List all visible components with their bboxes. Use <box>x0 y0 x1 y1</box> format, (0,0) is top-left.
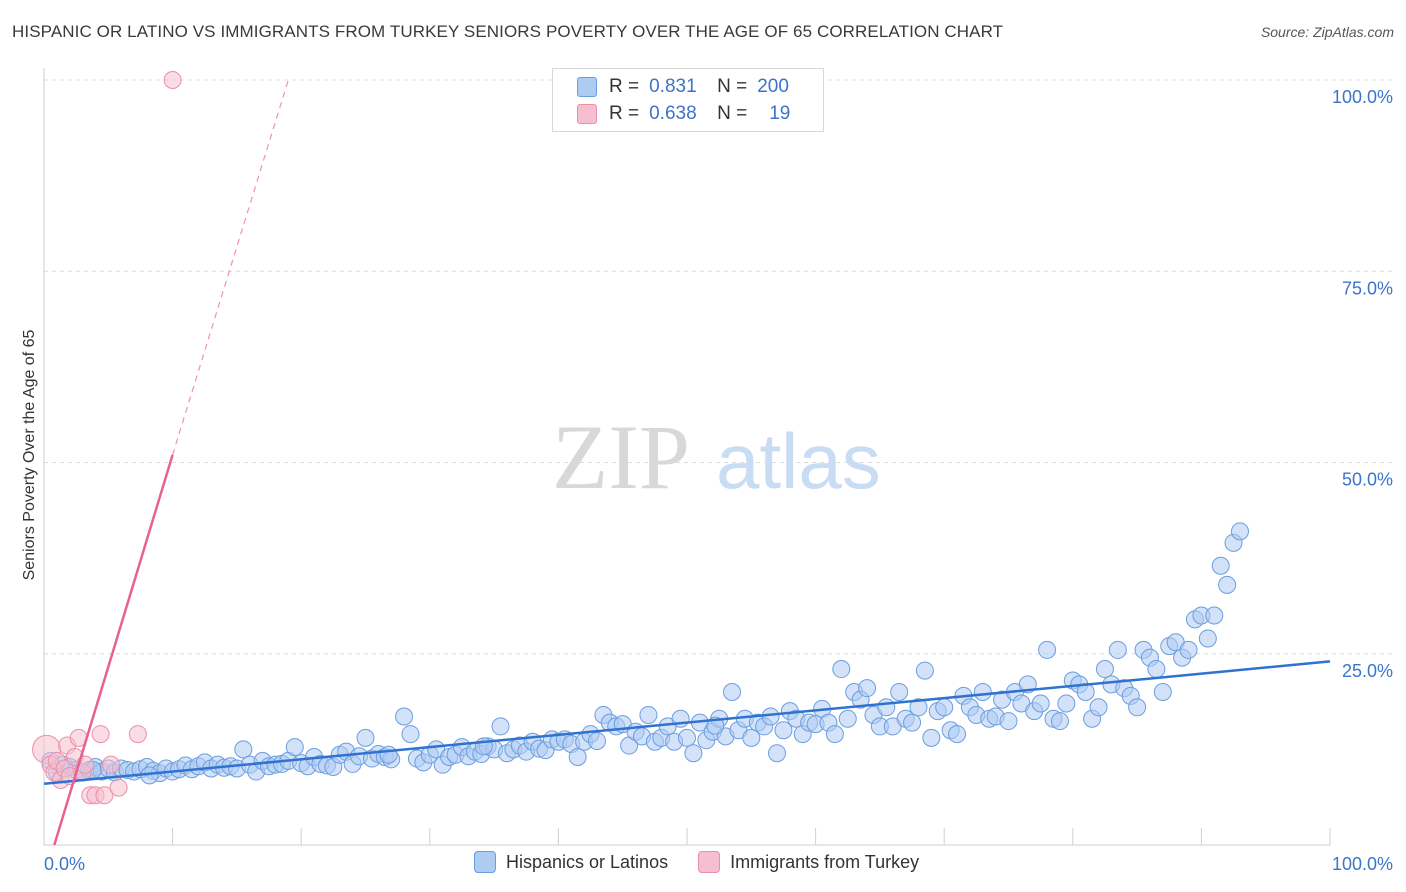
point-hispanics <box>1205 606 1224 625</box>
point-hispanics <box>1218 575 1237 594</box>
trend-line-hispanics <box>43 660 1331 786</box>
point-turkey <box>95 786 114 805</box>
point-turkey <box>101 755 120 774</box>
point-hispanics <box>1211 556 1230 575</box>
point-hispanics <box>1038 640 1057 659</box>
trend-lines <box>43 79 1331 846</box>
point-hispanics <box>915 661 934 680</box>
point-hispanics <box>285 738 304 757</box>
point-hispanics <box>774 721 793 740</box>
y-tick-label: 50.0% <box>1342 470 1393 490</box>
point-turkey <box>163 71 182 89</box>
legend-n-label: N = <box>717 76 748 97</box>
watermark: ZIP atlas <box>552 406 881 508</box>
watermark-atlas: atlas <box>716 417 881 505</box>
point-hispanics <box>678 728 696 747</box>
point-hispanics <box>973 683 992 701</box>
x-tick-label: 0.0% <box>44 854 85 874</box>
point-hispanics <box>379 745 398 764</box>
point-hispanics <box>684 744 703 763</box>
point-hispanics <box>999 712 1018 731</box>
point-hispanics <box>1147 660 1166 679</box>
legend-label-hispanics: Hispanics or Latinos <box>506 851 669 872</box>
legend-n-value: 200 <box>757 76 789 97</box>
legend-r-label: R = <box>609 103 640 124</box>
legend-label-turkey: Immigrants from Turkey <box>730 851 920 872</box>
point-hispanics <box>568 748 587 767</box>
legend-n-label: N = <box>717 103 748 124</box>
legend-swatch-blue <box>474 851 496 873</box>
point-hispanics <box>825 725 844 744</box>
legend-row-turkey: R = 0.638 N = 19 <box>577 102 790 126</box>
point-hispanics <box>234 740 253 759</box>
point-turkey <box>109 778 128 797</box>
point-hispanics <box>1050 712 1069 731</box>
point-hispanics <box>1057 694 1076 713</box>
point-hispanics <box>1198 629 1217 648</box>
point-turkey <box>91 725 110 744</box>
point-hispanics <box>1153 683 1172 701</box>
trend-line-turkey <box>53 454 174 846</box>
legend-swatch-pink <box>577 104 597 124</box>
grid <box>44 79 1392 655</box>
point-hispanics <box>1128 698 1147 717</box>
point-hispanics <box>1179 640 1198 659</box>
legend-n-value: 19 <box>769 103 791 124</box>
legend-r-value: 0.831 <box>649 76 697 97</box>
series-legend: Hispanics or Latinos Immigrants from Tur… <box>474 851 949 873</box>
point-hispanics <box>935 698 954 717</box>
legend-swatch-blue <box>577 77 597 97</box>
point-hispanics <box>742 728 761 747</box>
legend-swatch-pink <box>698 851 721 873</box>
point-hispanics <box>1089 698 1108 717</box>
point-hispanics <box>838 709 857 728</box>
point-hispanics <box>639 705 658 724</box>
stats-legend: R = 0.831 N = 200 R = 0.638 N = 19 <box>552 68 824 132</box>
legend-r-label: R = <box>609 76 640 97</box>
y-tick-label: 75.0% <box>1342 278 1393 298</box>
legend-row-hispanics: R = 0.831 N = 200 <box>577 75 789 99</box>
point-hispanics <box>1230 522 1249 541</box>
point-hispanics <box>395 707 414 726</box>
point-hispanics <box>761 707 780 726</box>
y-tick-label: 100.0% <box>1332 87 1393 107</box>
point-hispanics <box>832 660 851 679</box>
point-hispanics <box>890 683 909 701</box>
chart-title: HISPANIC OR LATINO VS IMMIGRANTS FROM TU… <box>12 22 1004 41</box>
point-hispanics <box>877 698 896 717</box>
y-axis-label: Seniors Poverty Over the Age of 65 <box>21 329 38 581</box>
point-hispanics <box>1108 640 1127 659</box>
legend-r-value: 0.638 <box>649 103 697 124</box>
x-tick-label: 100.0% <box>1332 854 1393 874</box>
point-hispanics <box>903 713 922 732</box>
point-hispanics <box>401 725 420 744</box>
point-hispanics <box>587 731 606 750</box>
legend-item-hispanics[interactable]: Hispanics or Latinos <box>474 851 668 873</box>
point-hispanics <box>922 728 941 747</box>
tick-labels: 25.0% 50.0% 75.0% 100.0% 0.0% 100.0% <box>44 87 1393 874</box>
point-hispanics <box>356 728 375 747</box>
y-tick-label: 25.0% <box>1342 661 1393 681</box>
legend-item-turkey[interactable]: Immigrants from Turkey <box>698 851 919 873</box>
point-hispanics <box>1031 694 1050 713</box>
source-label: Source: ZipAtlas.com <box>1260 24 1394 40</box>
point-turkey <box>128 725 147 744</box>
trend-line-turkey-extended <box>172 79 289 456</box>
point-hispanics <box>1095 660 1114 679</box>
point-hispanics <box>948 725 967 744</box>
point-hispanics <box>909 698 928 717</box>
point-hispanics <box>858 679 877 698</box>
point-hispanics <box>491 717 510 736</box>
watermark-zip: ZIP <box>552 406 690 508</box>
axes <box>43 68 1331 846</box>
series-turkey <box>32 71 182 805</box>
point-hispanics <box>768 744 787 763</box>
point-hispanics <box>723 683 742 701</box>
